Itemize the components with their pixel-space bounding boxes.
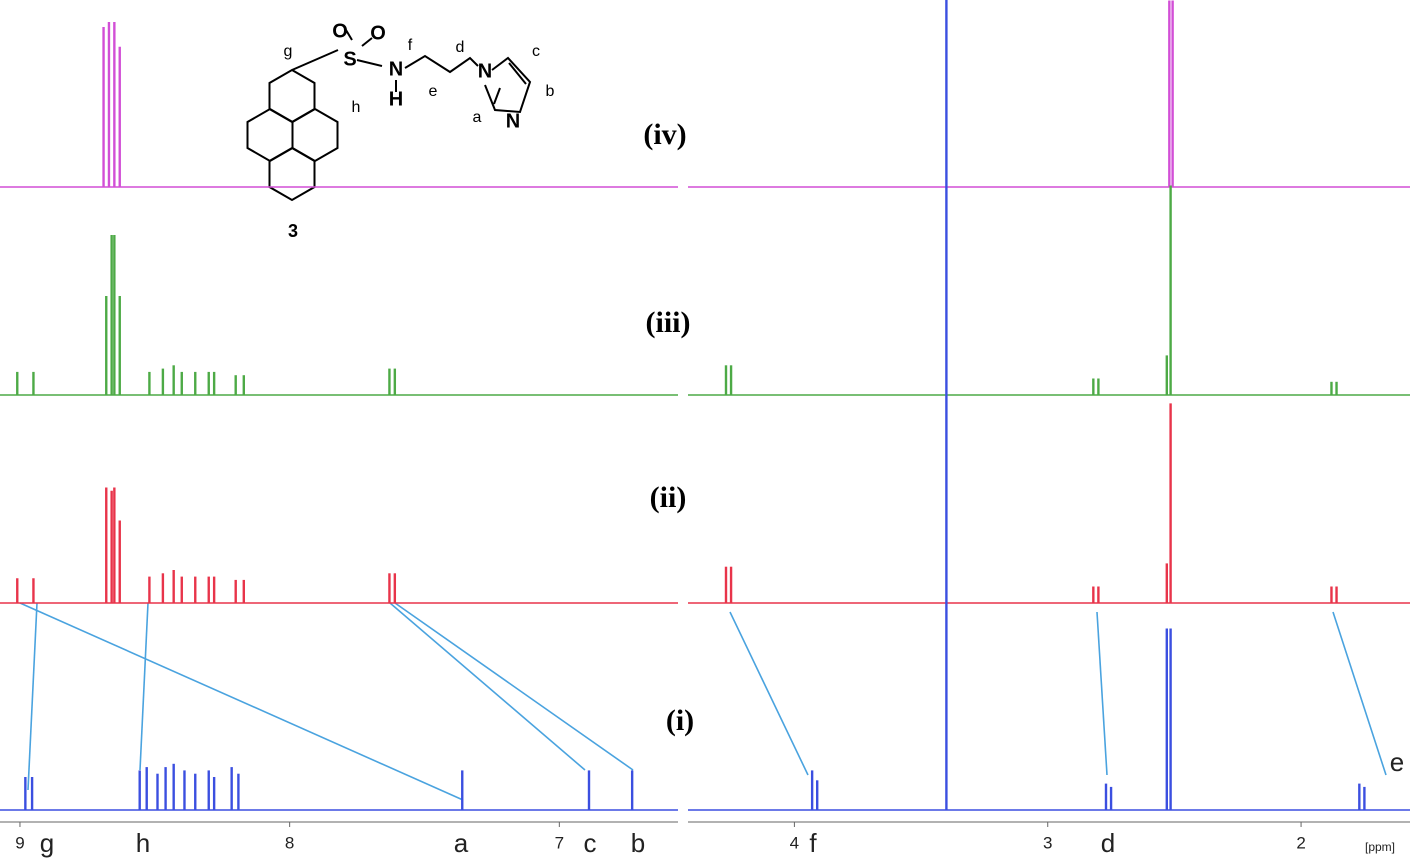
peak-label: g [40,828,54,858]
peak-label: f [809,828,817,858]
compound-number: 3 [288,221,298,241]
connector [729,611,809,776]
position-label: d [456,39,465,56]
atom: O [332,20,348,42]
x-tick-label: 3 [1043,833,1052,852]
connector [19,602,464,801]
spectrum [0,0,1410,188]
connector [389,602,586,771]
position-label: e [429,83,438,100]
atom: N [478,60,492,82]
spectrum [0,403,1410,604]
peak-label: d [1101,828,1115,858]
position-label: h [352,99,361,116]
position-label: f [408,37,413,54]
structure: S O O N H N N a b c d e f g h 3 [246,20,555,241]
x-tick-label: 8 [285,833,294,852]
x-tick-label: 7 [555,833,564,852]
peak-label: a [454,828,469,858]
series-label: (iv) [643,118,686,151]
x-tick-label: 4 [790,833,799,852]
position-label: b [546,83,555,100]
peak-labels: g h a c b f d e [40,747,1404,858]
connector [139,602,149,771]
pyrene-bonds [246,68,339,202]
position-label: g [284,43,293,60]
spectrum [0,0,1410,811]
peak-label: e [1390,747,1404,777]
series-label: (iii) [646,306,691,339]
connector [1096,611,1108,776]
series-label: (i) [666,704,694,737]
position-label: c [532,43,540,60]
position-label: a [473,109,482,126]
connector [1332,611,1387,776]
x-axis-label: [ppm] [1365,840,1395,854]
atom: N [389,58,403,80]
chain-bonds [291,29,532,114]
atom: H [389,88,403,110]
peak-label: b [631,828,645,858]
connector [394,602,634,771]
atom: S [343,48,356,70]
connector [27,602,38,791]
atom: N [506,110,520,132]
x-tick-label: 9 [15,833,24,852]
series-label: (ii) [650,481,687,514]
x-tick-label: 2 [1296,833,1305,852]
assignment-lines [19,602,1387,801]
spectrum [0,185,1410,396]
atom: O [370,22,386,44]
peak-label: c [584,828,597,858]
peak-label: h [136,828,150,858]
